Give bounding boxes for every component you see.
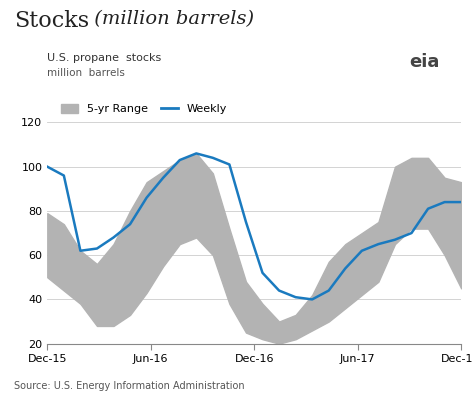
Text: (million barrels): (million barrels) (88, 10, 254, 28)
Legend: 5-yr Range, Weekly: 5-yr Range, Weekly (57, 99, 232, 118)
Text: Source: U.S. Energy Information Administration: Source: U.S. Energy Information Administ… (14, 381, 245, 391)
Text: eia: eia (409, 53, 439, 71)
Text: Stocks: Stocks (14, 10, 89, 32)
Text: U.S. propane  stocks: U.S. propane stocks (47, 53, 162, 63)
Text: million  barrels: million barrels (47, 68, 125, 78)
